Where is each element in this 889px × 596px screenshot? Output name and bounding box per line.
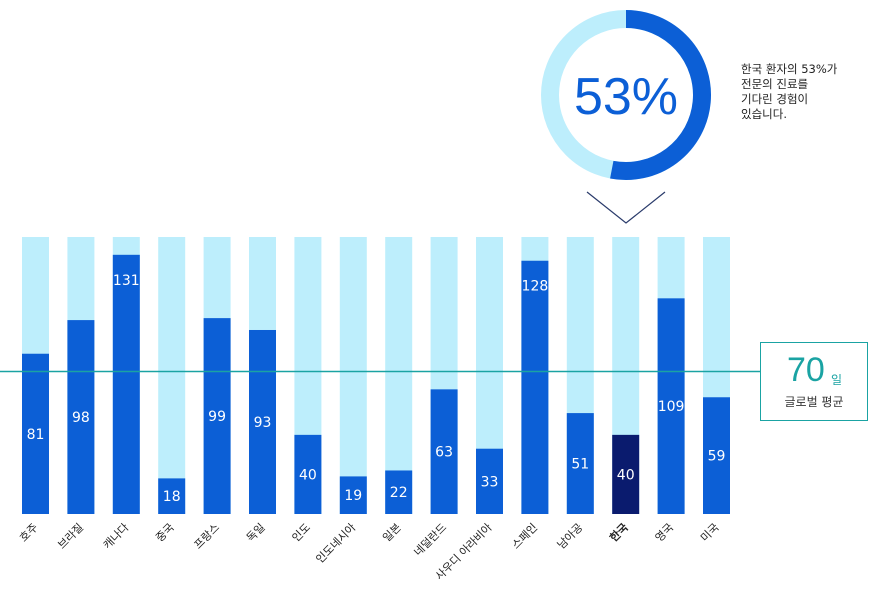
bar [385, 470, 413, 514]
bar-background [385, 237, 413, 514]
bar [566, 413, 594, 514]
category-label: 인도네시아 [313, 521, 358, 566]
category-label: 일본 [380, 520, 404, 544]
global-average-box: 70 일 글로벌 평균 [760, 342, 868, 421]
callout-line: 한국 환자의 53%가 [741, 62, 838, 76]
bar [339, 476, 367, 514]
category-label: 브라질 [55, 521, 86, 552]
bar-value-label: 81 [27, 427, 45, 443]
category-label: 미국 [698, 521, 722, 545]
category-label: 남아공 [555, 521, 586, 552]
donut-arc [610, 10, 711, 180]
bar-background [158, 237, 186, 514]
category-label: 호주 [17, 521, 41, 545]
bar [158, 478, 186, 514]
bar-value-label: 63 [435, 445, 453, 461]
bar-value-label: 59 [708, 449, 726, 465]
bar [294, 434, 322, 514]
bar [657, 298, 685, 514]
bar-value-label: 99 [208, 409, 226, 425]
bars-group: 81 98 131 18 99 93 40 19 22 63 33 128 51 40 109 59 [22, 237, 730, 515]
bar [67, 320, 95, 514]
bar-value-label: 93 [254, 415, 272, 431]
bar-value-label: 33 [481, 474, 499, 490]
bar-value-label: 51 [571, 457, 589, 473]
callout-line: 기다린 경험이 [741, 92, 809, 106]
bar-value-label: 19 [344, 488, 362, 504]
bar [203, 318, 231, 514]
category-label: 한국 [607, 520, 631, 544]
bar [112, 254, 140, 515]
callout-line: 전문의 진료를 [741, 77, 809, 91]
category-label: 캐나다 [101, 521, 132, 552]
bar-value-label: 131 [113, 273, 140, 289]
global-average-unit: 일 [831, 373, 843, 387]
global-average-label: 글로벌 평균 [784, 395, 844, 409]
callout-line: 있습니다. [741, 107, 787, 121]
category-label: 영국 [653, 521, 677, 545]
bar [430, 389, 458, 514]
global-average-value: 70 [787, 351, 825, 389]
bar-value-label: 98 [72, 410, 90, 426]
bar-background [339, 237, 367, 514]
bar-value-label: 18 [163, 489, 181, 505]
bar [703, 397, 730, 514]
bar-value-label: 40 [617, 467, 635, 483]
bar-value-label: 40 [299, 467, 317, 483]
bar [521, 260, 549, 514]
bar [612, 434, 640, 514]
bar [249, 329, 276, 514]
bar-value-label: 128 [522, 279, 549, 295]
bar-value-label: 22 [390, 485, 408, 501]
category-label: 네덜란드 [411, 521, 449, 559]
category-label: 프랑스 [192, 521, 223, 552]
category-label: 인도 [290, 521, 314, 545]
donut-callout-text: 한국 환자의 53%가 전문의 진료를 기다린 경험이 있습니다. [741, 62, 871, 122]
bar [22, 353, 49, 514]
category-label: 중국 [153, 521, 177, 545]
bar [476, 448, 503, 514]
donut-chart: 53% [541, 10, 711, 180]
category-label: 스페인 [509, 521, 540, 552]
category-label: 독일 [243, 520, 267, 544]
callout-chevron [586, 191, 666, 224]
donut-percent-label: 53% [574, 68, 678, 126]
bar-value-label: 109 [658, 399, 685, 415]
